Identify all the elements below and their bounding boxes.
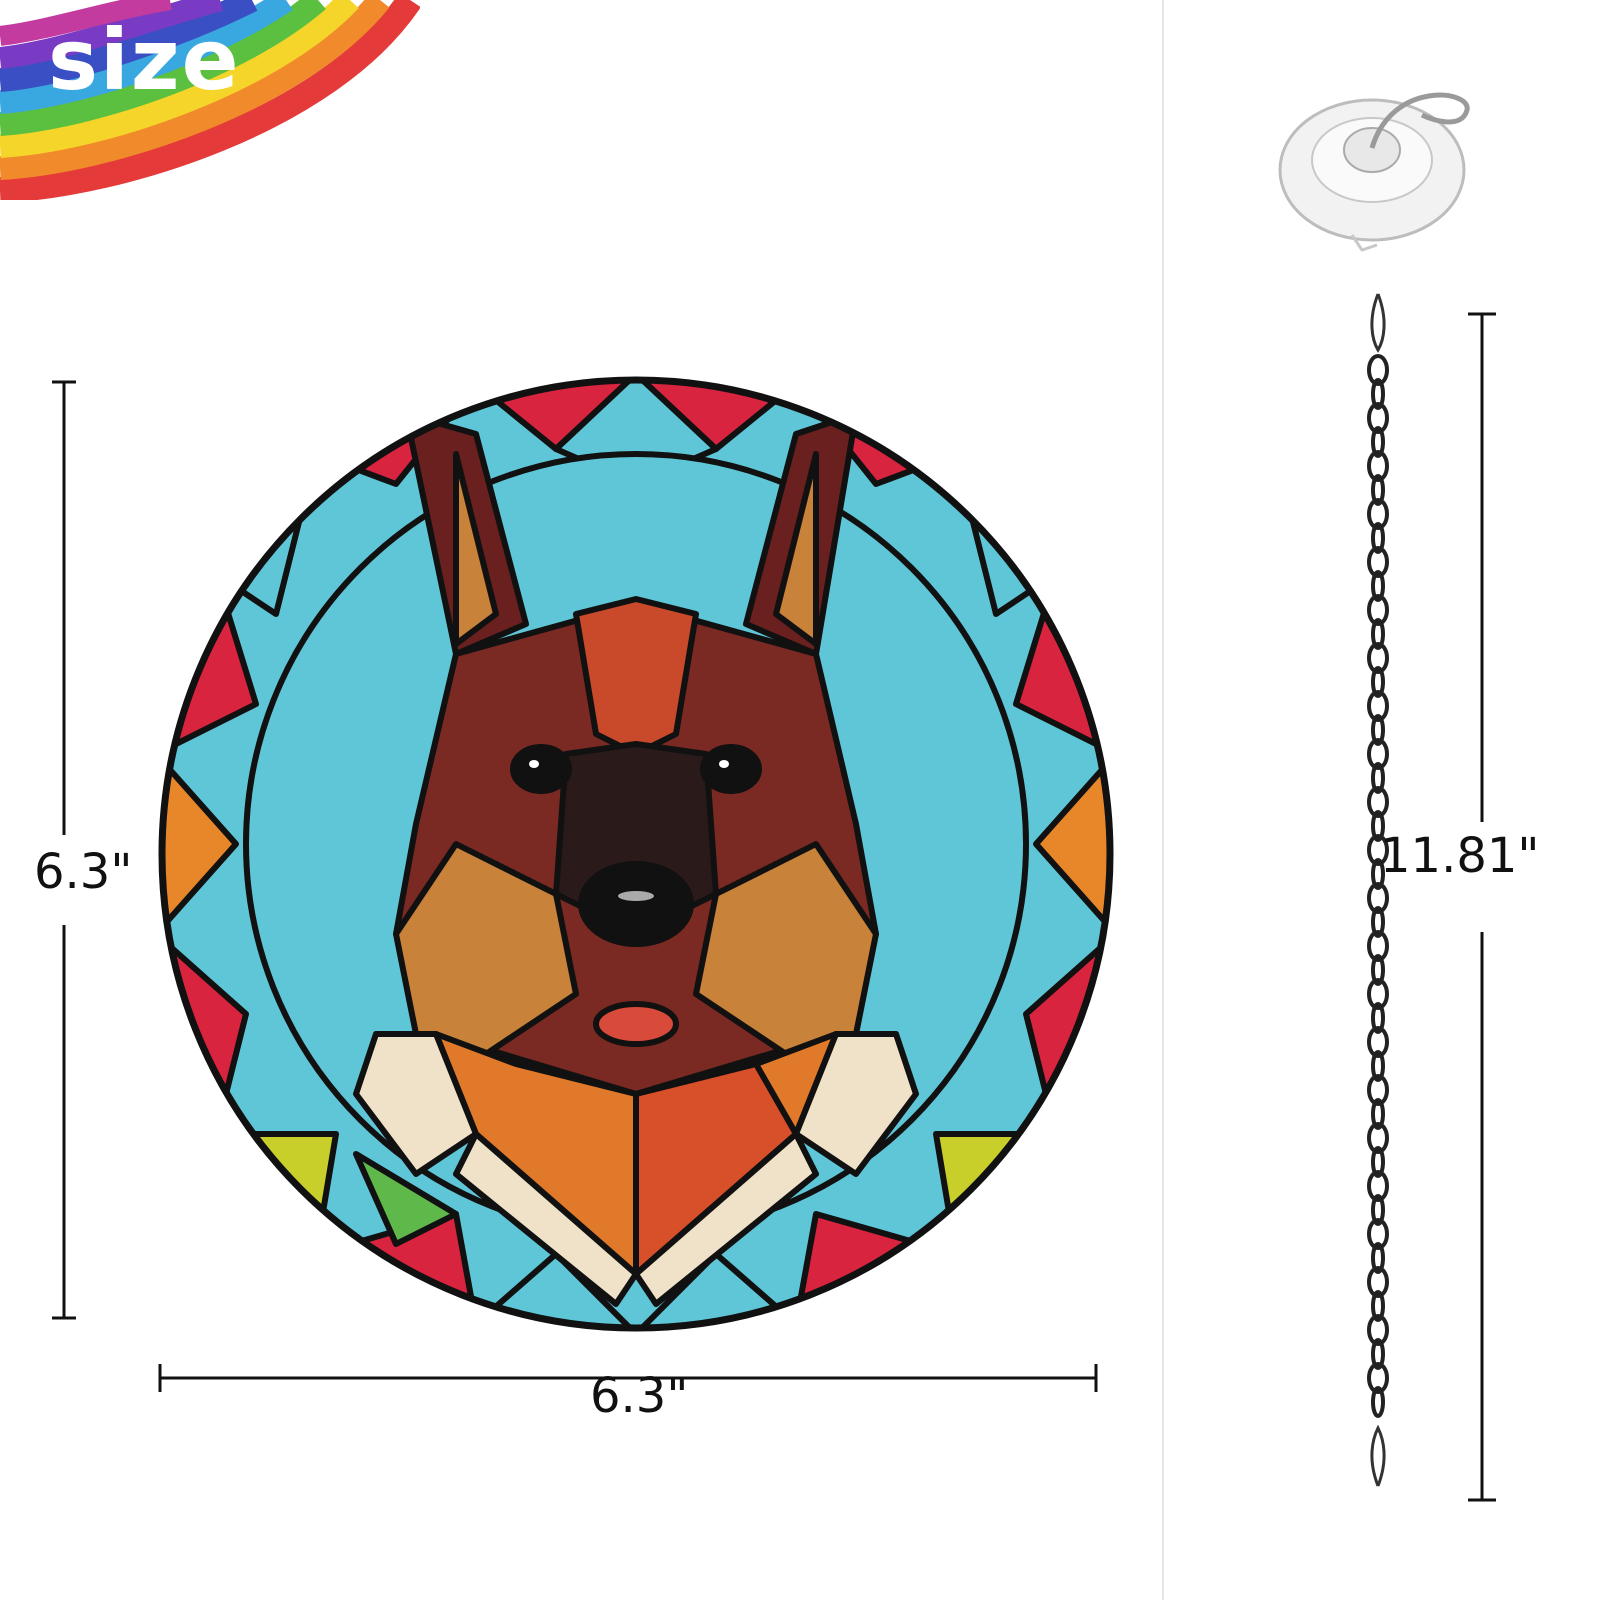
- width-dimension-line: [158, 1364, 1098, 1392]
- suction-cup-hook-icon: [1278, 92, 1470, 252]
- height-label: 6.3": [34, 844, 133, 900]
- panel-divider: [1162, 0, 1164, 1600]
- chain-length-label: 11.81": [1380, 828, 1540, 884]
- height-dimension-line: [52, 380, 76, 1320]
- rainbow-decoration: [0, 0, 420, 200]
- page-title: size: [48, 11, 241, 109]
- stained-glass-dog-suncatcher: [158, 376, 1114, 1332]
- chain-length-dimension-line: [1468, 312, 1496, 1502]
- hanging-chain-icon: [1367, 293, 1389, 1487]
- width-label: 6.3": [590, 1368, 689, 1424]
